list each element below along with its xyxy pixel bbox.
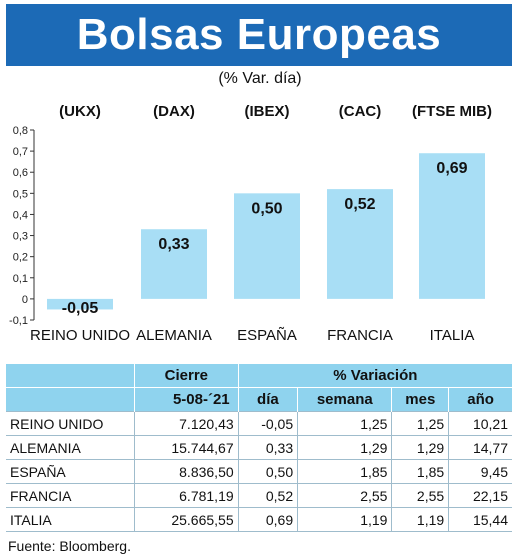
category-label: ALEMANIA: [136, 327, 212, 344]
table-row: REINO UNIDO 7.120,43 -0,05 1,25 1,25 10,21: [6, 411, 512, 436]
source-note: Fuente: Bloomberg.: [8, 538, 131, 554]
row-cierre: 15.744,67: [134, 435, 239, 460]
row-name: FRANCIA: [6, 483, 135, 508]
index-code-label: (IBEX): [245, 103, 290, 120]
y-tick-label: 0,4: [13, 209, 28, 221]
y-tick-label: 0: [22, 294, 28, 306]
index-code-label: (FTSE MIB): [412, 103, 492, 120]
data-label: 0,52: [344, 196, 375, 213]
row-cierre: 6.781,19: [134, 483, 239, 508]
y-tick-label: 0,7: [13, 146, 28, 158]
row-mes: 1,29: [391, 435, 449, 460]
bar: [419, 153, 485, 299]
row-semana: 1,25: [297, 411, 392, 436]
category-label: ESPAÑA: [237, 327, 297, 344]
table-row: ESPAÑA 8.836,50 0,50 1,85 1,85 9,45: [6, 459, 512, 484]
header-variacion: % Variación: [237, 364, 512, 388]
header-dia: día: [237, 387, 298, 412]
index-code-label: (CAC): [339, 103, 382, 120]
header-ano: año: [448, 387, 512, 412]
row-name: ESPAÑA: [6, 459, 135, 484]
row-ano: 9,45: [448, 459, 512, 484]
row-cierre: 7.120,43: [134, 411, 239, 436]
bar: [327, 189, 393, 299]
bar: [47, 298, 113, 310]
header-date: 5-08-´21: [134, 387, 239, 412]
table-row: ALEMANIA 15.744,67 0,33 1,29 1,29 14,77: [6, 435, 512, 460]
row-semana: 2,55: [297, 483, 392, 508]
row-ano: 10,21: [448, 411, 512, 436]
table-row: ITALIA 25.665,55 0,69 1,19 1,19 15,44: [6, 507, 512, 532]
header-mes: mes: [391, 387, 449, 412]
category-label: ITALIA: [430, 327, 475, 344]
table-row: FRANCIA 6.781,19 0,52 2,55 2,55 22,15: [6, 483, 512, 508]
row-mes: 1,19: [391, 507, 449, 532]
row-semana: 1,19: [297, 507, 392, 532]
y-tick-label: 0,3: [13, 231, 28, 243]
y-tick-label: 0,1: [13, 273, 28, 285]
header-semana: semana: [297, 387, 392, 412]
row-name: ITALIA: [6, 507, 135, 532]
y-tick-label: 0,6: [13, 167, 28, 179]
data-label: 0,69: [436, 160, 467, 177]
data-label: -0,05: [62, 300, 99, 317]
row-name: REINO UNIDO: [6, 411, 135, 436]
row-ano: 15,44: [448, 507, 512, 532]
row-ano: 14,77: [448, 435, 512, 460]
row-dia: 0,69: [237, 507, 298, 532]
data-label: 0,50: [251, 200, 282, 217]
index-code-label: (UKX): [59, 103, 101, 120]
data-label: 0,33: [158, 236, 189, 253]
row-cierre: 8.836,50: [134, 459, 239, 484]
row-dia: 0,33: [237, 435, 298, 460]
category-label: REINO UNIDO: [30, 327, 130, 344]
category-label: FRANCIA: [327, 327, 393, 344]
bar: [141, 229, 207, 299]
header-cierre: Cierre: [134, 364, 239, 388]
row-dia: 0,50: [237, 459, 298, 484]
row-mes: 1,25: [391, 411, 449, 436]
row-mes: 1,85: [391, 459, 449, 484]
y-tick-label: 0,8: [13, 125, 28, 137]
row-cierre: 25.665,55: [134, 507, 239, 532]
row-semana: 1,85: [297, 459, 392, 484]
row-ano: 22,15: [448, 483, 512, 508]
row-semana: 1,29: [297, 435, 392, 460]
row-name: ALEMANIA: [6, 435, 135, 460]
bar: [234, 193, 300, 299]
chart-subtitle: (% Var. día): [218, 70, 302, 87]
bar-chart: 0,8 0,7 0,6 0,5 0,4 0,3 0,2 0,1 0 -0,1 -0,05 (UKX) R…: [9, 103, 492, 344]
market-table: Cierre % Variación 5-08-´21 día semana m…: [6, 364, 512, 532]
y-tick-label: 0,2: [13, 252, 28, 264]
row-mes: 2,55: [391, 483, 449, 508]
y-tick-label: -0,1: [9, 315, 28, 327]
y-tick-label: 0,5: [13, 188, 28, 200]
header-empty: [6, 364, 135, 388]
chart-title: Bolsas Europeas: [6, 4, 512, 66]
header-empty-2: [6, 387, 135, 412]
index-code-label: (DAX): [153, 103, 195, 120]
row-dia: -0,05: [237, 411, 298, 436]
row-dia: 0,52: [237, 483, 298, 508]
